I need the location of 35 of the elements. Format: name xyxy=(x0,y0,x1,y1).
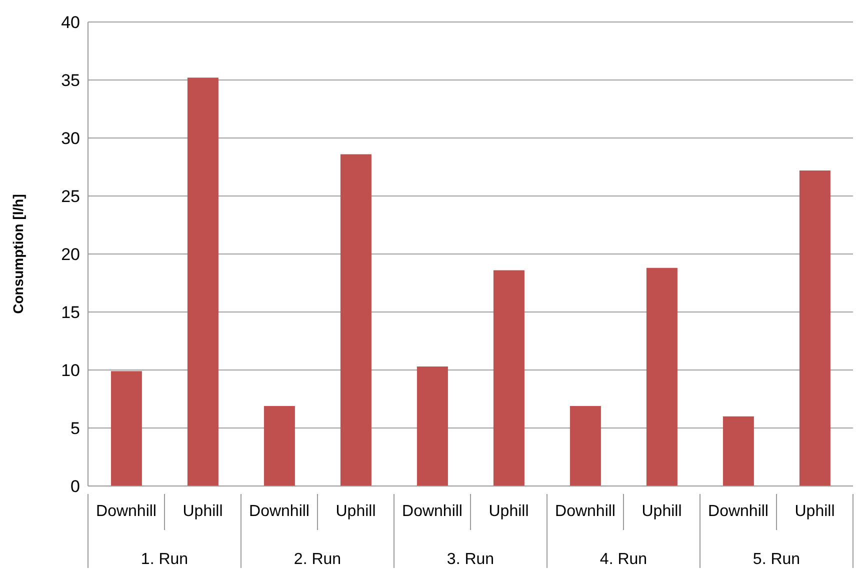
text: 4. Run xyxy=(600,551,648,568)
bar xyxy=(264,406,295,486)
x-tick-label: Uphill xyxy=(336,503,376,520)
x-tick-label: Uphill xyxy=(642,503,682,520)
x-tick-label: Downhill xyxy=(708,503,768,520)
bar xyxy=(110,371,142,486)
bar xyxy=(340,154,372,486)
x-tick-label: Uphill xyxy=(794,503,835,520)
x-tick-label: Uphill xyxy=(488,503,529,520)
bar xyxy=(646,268,678,486)
bar xyxy=(416,366,448,486)
bar xyxy=(187,78,218,486)
text: 5. Run xyxy=(752,551,800,568)
bar xyxy=(493,270,524,486)
x-tick-label: Downhill xyxy=(249,503,310,520)
y-tick-label: 40 xyxy=(61,13,80,32)
y-tick-label: 0 xyxy=(70,477,80,496)
bar xyxy=(799,170,830,486)
bar xyxy=(570,406,601,486)
x-tick-label: Downhill xyxy=(402,503,462,520)
y-tick-label: 15 xyxy=(61,303,80,322)
text: 2. Run xyxy=(294,551,342,568)
bar xyxy=(722,416,754,486)
x-tick-label: Uphill xyxy=(182,503,223,520)
x-tick-label: Downhill xyxy=(555,503,616,520)
x-tick-label: Downhill xyxy=(96,503,156,520)
text: 3. Run xyxy=(446,551,494,568)
y-tick-label: 25 xyxy=(61,187,80,206)
y-axis-title: Consumption [l/h] xyxy=(10,194,26,314)
y-tick-label: 20 xyxy=(61,245,80,264)
text: 1. Run xyxy=(140,551,188,568)
y-tick-label: 30 xyxy=(61,129,80,148)
y-tick-label: 10 xyxy=(61,361,80,380)
y-tick-label: 5 xyxy=(70,419,80,438)
y-tick-label: 35 xyxy=(61,71,80,90)
